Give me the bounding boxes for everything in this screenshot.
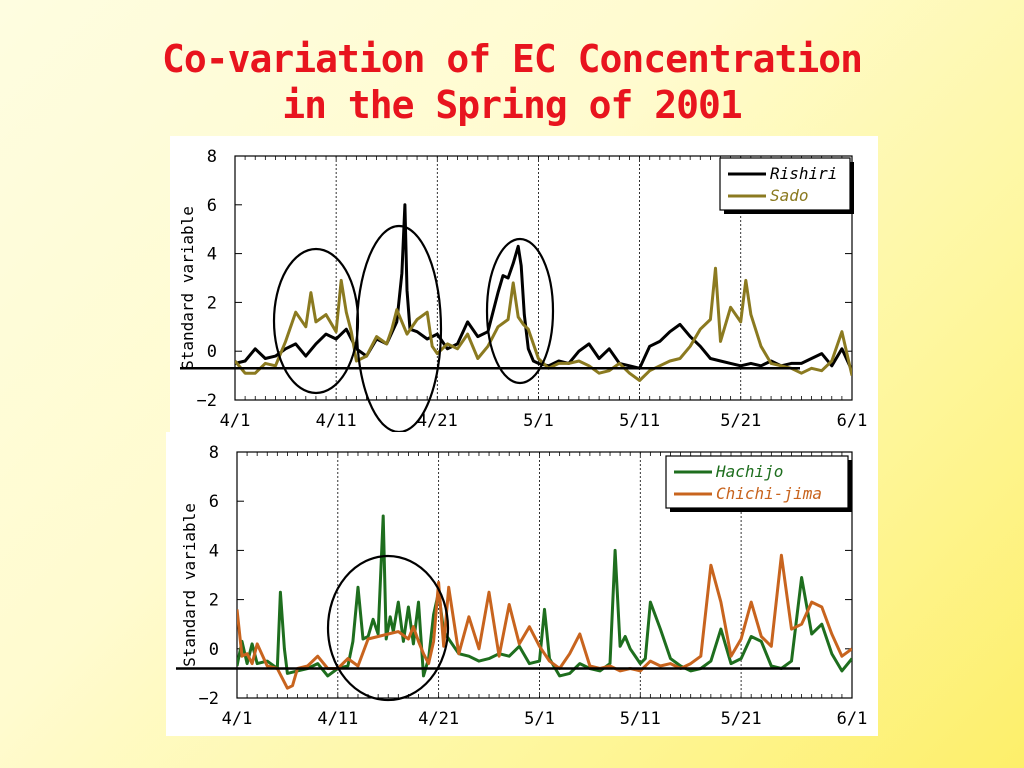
x-tick-label: 5/1: [524, 709, 555, 729]
y-tick-label: 4: [209, 541, 219, 561]
y-tick-label: −2: [199, 689, 219, 709]
plot-frame: [236, 451, 853, 699]
y-axis-label: Standard variable: [178, 206, 197, 370]
legend-label: Chichi-jima: [716, 484, 822, 503]
chart-panel-top: −2 0 2 4 6 8 4/1 4/11 4/21 5/1 5/11 5/21 6/1 Standard…: [170, 136, 878, 432]
chart-bottom: −2 0 2 4 6 8 4/1 4/11 4/21 5/1 5/11 5/21 6/1 Standard…: [176, 443, 868, 729]
series-line-chichi-jima: [237, 553, 852, 690]
legend-box: [665, 455, 849, 509]
y-tick-label: 6: [209, 492, 219, 512]
y-tick-label: 6: [207, 196, 217, 216]
x-tick-label: 4/11: [317, 709, 358, 729]
x-tick-label: 5/11: [620, 709, 661, 729]
x-tick-label: 5/21: [721, 709, 762, 729]
y-tick-label: −2: [197, 391, 217, 411]
plot-frame: [234, 155, 853, 401]
y-tick-label: 0: [209, 640, 219, 660]
chart-top: −2 0 2 4 6 8 4/1 4/11 4/21 5/1 5/11 5/21 6/1 Standard…: [178, 147, 868, 432]
x-tick-label: 6/1: [837, 709, 868, 729]
y-tick-label: 2: [209, 591, 219, 611]
legend-label: Rishiri: [770, 164, 837, 183]
highlight-ellipse: [485, 237, 555, 385]
y-tick-label: 2: [207, 293, 217, 313]
y-tick-label: 0: [207, 342, 217, 362]
x-tick-label: 5/1: [523, 411, 554, 431]
x-tick-label: 4/21: [417, 411, 458, 431]
highlight-ellipse: [326, 554, 450, 702]
slide-title: Co-variation of EC Concentration in the …: [0, 36, 1024, 128]
legend-label: Sado: [770, 186, 809, 205]
legend-box: [719, 157, 851, 211]
x-tick-label: 4/1: [220, 411, 251, 431]
x-tick-label: 5/21: [720, 411, 761, 431]
series-line-hachijo: [237, 514, 852, 678]
slide-title-line1: Co-variation of EC Concentration: [161, 37, 863, 81]
legend: Rishiri Sado: [719, 157, 854, 214]
slide-title-line2: in the Spring of 2001: [282, 83, 742, 127]
x-tick-label: 5/11: [619, 411, 660, 431]
legend: Hachijo Chichi-jima: [665, 455, 852, 512]
x-tick-label: 4/21: [418, 709, 459, 729]
x-tick-label: 4/11: [316, 411, 357, 431]
highlight-ellipse: [355, 224, 443, 432]
y-tick-label: 8: [209, 443, 219, 463]
chart-panel-bottom: −2 0 2 4 6 8 4/1 4/11 4/21 5/1 5/11 5/21 6/1 Standard…: [166, 432, 878, 736]
legend-label: Hachijo: [715, 462, 783, 481]
y-tick-label: 8: [207, 147, 217, 167]
series-line-sado: [235, 266, 852, 382]
x-tick-label: 4/1: [222, 709, 253, 729]
y-axis-label: Standard variable: [180, 503, 199, 667]
x-tick-label: 6/1: [837, 411, 868, 431]
y-tick-label: 4: [207, 245, 217, 265]
